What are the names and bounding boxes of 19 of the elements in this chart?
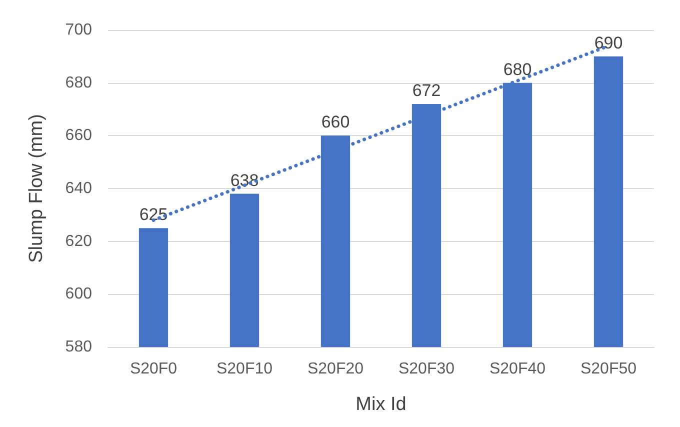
x-tick-label: S20F30: [398, 360, 455, 378]
data-label: 680: [503, 60, 532, 79]
x-tick-label: S20F0: [130, 360, 178, 378]
y-axis-title: Slump Flow (mm): [26, 114, 47, 263]
y-tick-label: 700: [65, 22, 92, 38]
y-tick-label: 680: [65, 74, 92, 92]
x-tick-label: S20F50: [580, 360, 637, 378]
data-label: 690: [594, 33, 623, 52]
x-tick-label: S20F40: [489, 360, 546, 378]
data-label: 672: [412, 80, 441, 100]
x-tick-label: S20F20: [307, 360, 364, 378]
y-tick-label: 580: [65, 338, 92, 356]
x-axis-title: Mix Id: [356, 394, 406, 415]
x-tick-label: S20F10: [216, 360, 273, 378]
y-tick-label: 620: [65, 232, 92, 250]
y-tick-label: 640: [65, 180, 92, 197]
y-tick-label: 660: [65, 127, 92, 144]
data-label: 660: [321, 112, 350, 132]
y-tick-label: 600: [65, 286, 92, 303]
